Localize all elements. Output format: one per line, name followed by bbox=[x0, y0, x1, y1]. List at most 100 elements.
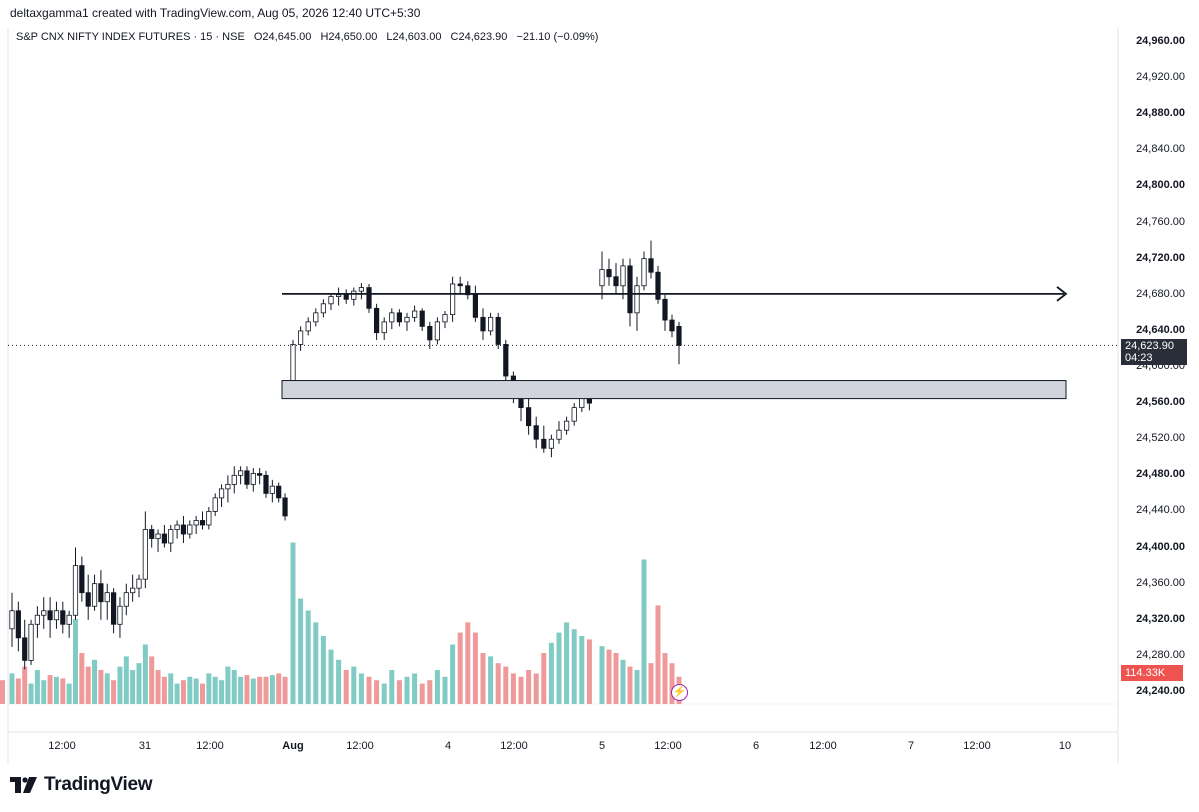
candle bbox=[91, 574, 98, 611]
volume-bar bbox=[518, 676, 524, 704]
candle bbox=[269, 479, 275, 503]
candle-body bbox=[85, 592, 91, 607]
candle bbox=[620, 258, 626, 300]
tradingview-logo-icon bbox=[10, 777, 37, 793]
volume-bar bbox=[231, 670, 237, 704]
candle-body bbox=[123, 592, 129, 607]
support-zone-rectangle[interactable] bbox=[281, 380, 1067, 400]
price-label: 24,240.00 bbox=[1136, 685, 1185, 697]
volume-bar bbox=[0, 683, 5, 704]
candle bbox=[556, 421, 562, 444]
candle-body bbox=[269, 485, 275, 494]
volume-bar bbox=[457, 632, 463, 704]
candle bbox=[142, 511, 148, 589]
candle bbox=[606, 258, 612, 286]
candle-body bbox=[79, 565, 85, 594]
candle-body bbox=[465, 285, 471, 296]
candle bbox=[117, 597, 123, 638]
price-label: 24,560.00 bbox=[1136, 396, 1185, 409]
lightning-icon[interactable]: ⚡ bbox=[671, 684, 688, 701]
candle bbox=[358, 283, 365, 300]
candle-body bbox=[472, 294, 479, 318]
resistance-arrow[interactable] bbox=[282, 286, 1068, 302]
candle-body bbox=[480, 316, 486, 332]
candle-body bbox=[98, 583, 104, 603]
candle bbox=[231, 466, 237, 494]
candle-body bbox=[495, 316, 501, 345]
candle bbox=[564, 416, 570, 435]
volume-bar bbox=[238, 676, 244, 704]
candle bbox=[53, 601, 60, 629]
candle bbox=[47, 597, 53, 638]
volume-bar bbox=[104, 673, 110, 704]
volume-bar bbox=[136, 663, 142, 704]
candle-body bbox=[117, 605, 123, 625]
candle bbox=[168, 524, 174, 553]
candle-body bbox=[662, 298, 668, 321]
volume-bar bbox=[53, 676, 59, 704]
volume-bar bbox=[66, 683, 72, 704]
time-label: 6 bbox=[752, 740, 760, 752]
candle-body bbox=[257, 473, 263, 476]
candle bbox=[465, 281, 471, 300]
candle bbox=[193, 515, 199, 535]
candle bbox=[373, 303, 380, 340]
volume-bar bbox=[28, 683, 34, 704]
volume-bar bbox=[244, 675, 250, 704]
volume-bar bbox=[648, 663, 654, 704]
candle bbox=[149, 524, 155, 548]
candle bbox=[335, 287, 342, 306]
candle bbox=[381, 317, 387, 340]
candle-body bbox=[168, 529, 174, 544]
time-label: 10 bbox=[1058, 740, 1072, 752]
candle-body bbox=[60, 610, 66, 625]
volume-bar bbox=[404, 676, 410, 704]
volume-bar bbox=[606, 649, 612, 704]
time-label: 12:00 bbox=[48, 740, 76, 752]
candle-body bbox=[193, 520, 199, 526]
legend-open: O24,645.00 bbox=[253, 31, 312, 43]
candle-body bbox=[526, 407, 532, 427]
volume-bar bbox=[358, 673, 364, 704]
volume-bar bbox=[276, 673, 282, 704]
candle bbox=[155, 529, 161, 553]
candle bbox=[85, 574, 91, 620]
candle bbox=[404, 312, 410, 331]
volume-bar bbox=[130, 670, 136, 704]
volume-bar bbox=[257, 676, 263, 704]
candle bbox=[648, 240, 654, 279]
candle-body bbox=[22, 637, 28, 661]
tradingview-brand: TradingView bbox=[44, 774, 153, 795]
symbol-legend[interactable]: S&P CNX NIFTY INDEX FUTURES · 15 · NSE O… bbox=[16, 31, 604, 43]
volume-bar bbox=[200, 683, 205, 704]
candle bbox=[9, 592, 15, 647]
price-label: 24,640.00 bbox=[1136, 323, 1185, 336]
candle bbox=[28, 619, 34, 665]
volume-bar bbox=[225, 666, 231, 704]
legend-low: L24,603.00 bbox=[386, 31, 442, 43]
volume-bar bbox=[381, 683, 387, 704]
candle bbox=[225, 475, 231, 503]
candle bbox=[237, 466, 244, 485]
price-label: 24,880.00 bbox=[1136, 107, 1185, 120]
candle bbox=[526, 398, 532, 435]
candle bbox=[442, 311, 448, 329]
candle-body bbox=[66, 614, 72, 625]
candle bbox=[599, 251, 605, 300]
candle-body bbox=[276, 485, 282, 499]
candle-body bbox=[290, 344, 296, 381]
candle bbox=[320, 299, 327, 318]
volume-bar bbox=[620, 659, 626, 704]
volume-bar bbox=[655, 605, 661, 704]
candle bbox=[212, 493, 218, 516]
tradingview-logo[interactable]: TradingView bbox=[10, 774, 153, 796]
symbol-name[interactable]: S&P CNX NIFTY INDEX FUTURES · 15 · NSE bbox=[16, 31, 245, 43]
volume-bar bbox=[142, 644, 148, 704]
candle-body bbox=[366, 287, 372, 309]
candle bbox=[328, 292, 334, 311]
volume-bar bbox=[641, 559, 647, 704]
candle-body bbox=[541, 438, 547, 449]
candle-body bbox=[627, 265, 633, 314]
volume-bar bbox=[187, 676, 193, 704]
